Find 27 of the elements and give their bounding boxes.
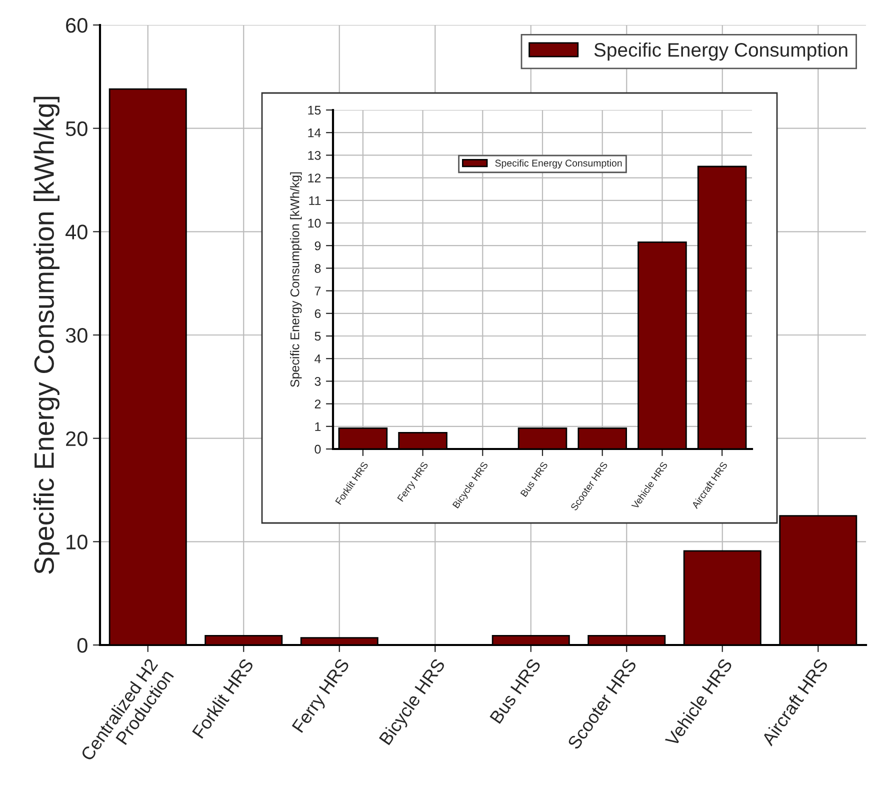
y-tick-label: 50: [66, 121, 88, 136]
legend-label: Specific Energy Consumption: [594, 42, 848, 61]
y-tick-label: 8: [314, 264, 321, 273]
y-tick-label: 2: [314, 400, 321, 408]
y-tick-label: 10: [66, 534, 88, 550]
y-tick-label: 0: [314, 444, 321, 454]
y-tick-label: 12: [308, 174, 321, 182]
y-axis-title: Specific Energy Consumption [kWh/kg]: [290, 172, 302, 387]
y-tick-label: 60: [66, 18, 88, 33]
y-tick-label: 9: [314, 241, 321, 250]
y-tick-label: 14: [308, 128, 321, 138]
y-tick-label: 13: [308, 151, 321, 160]
y-tick-label: 0: [77, 638, 88, 653]
y-tick-label: 15: [308, 106, 321, 115]
y-axis-title: Specific Energy Consumption [kWh/kg]: [34, 96, 60, 574]
y-tick-label: 40: [66, 224, 88, 240]
y-tick-label: 6: [314, 309, 321, 318]
y-tick-label: 7: [314, 286, 321, 296]
y-tick-label: 30: [66, 328, 88, 343]
y-tick-label: 20: [66, 431, 88, 446]
y-tick-label: 5: [314, 332, 321, 341]
y-tick-label: 11: [309, 196, 321, 205]
legend-label: Specific Energy Consumption: [495, 159, 622, 168]
y-tick-label: 4: [314, 354, 321, 364]
y-tick-label: 3: [314, 377, 321, 386]
y-tick-label: 10: [308, 218, 321, 228]
y-tick-label: 1: [315, 422, 321, 431]
